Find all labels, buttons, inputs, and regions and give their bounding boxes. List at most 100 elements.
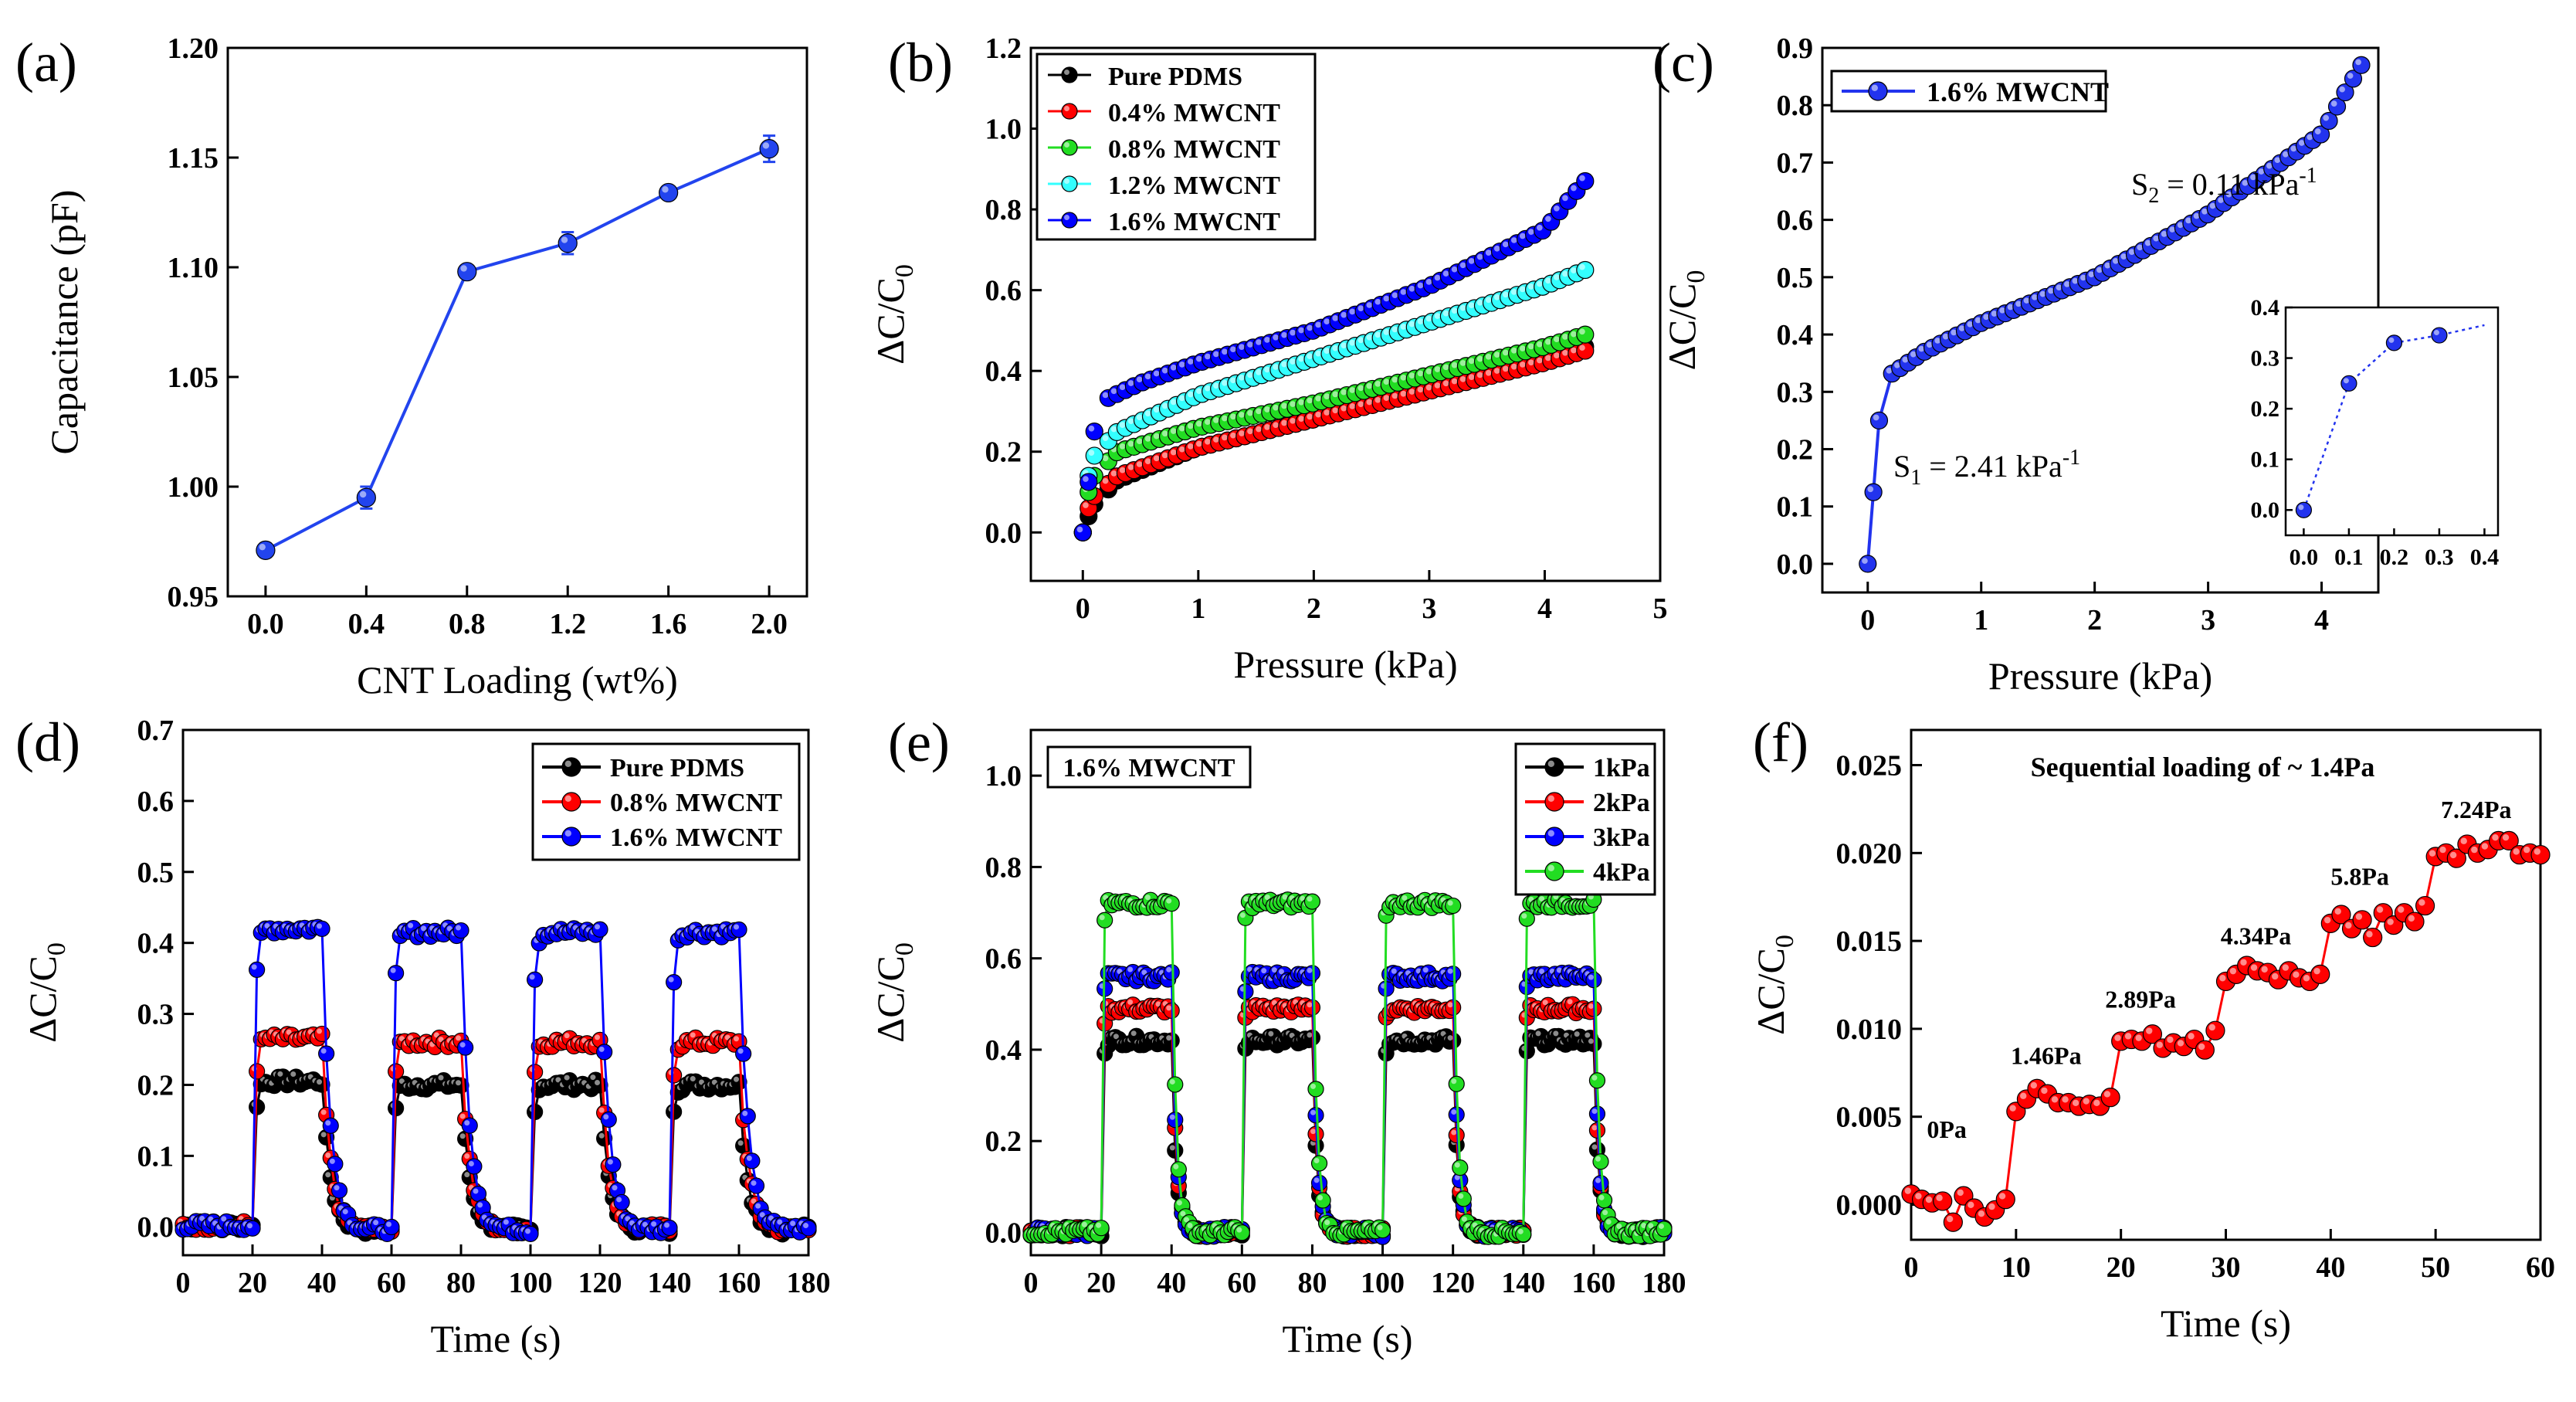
marker-highlight xyxy=(598,1107,605,1113)
data-point xyxy=(461,1117,478,1134)
x-tick-label: 20 xyxy=(1086,1267,1116,1299)
marker-highlight xyxy=(1127,380,1134,386)
data-point xyxy=(330,1182,348,1199)
panel-label: (a) xyxy=(15,32,77,93)
marker-dot xyxy=(1544,827,1564,847)
x-tick-label: 0.8 xyxy=(449,608,486,640)
marker-highlight xyxy=(1862,558,1868,564)
data-point xyxy=(800,1220,817,1237)
panel-label: (f) xyxy=(1753,711,1808,773)
x-tick-label: 1.2 xyxy=(549,608,586,640)
y-axis-title: ΔC/C0 xyxy=(1660,270,1710,371)
marker-highlight xyxy=(1383,395,1390,401)
marker-highlight xyxy=(1408,285,1415,292)
data-point xyxy=(527,971,544,988)
data-point xyxy=(522,1225,539,1242)
data-point xyxy=(1096,911,1113,928)
marker-highlight xyxy=(1519,345,1526,351)
marker-highlight xyxy=(1264,424,1270,430)
marker-highlight xyxy=(790,1220,796,1227)
marker-highlight xyxy=(564,1074,570,1081)
data-point xyxy=(388,965,405,982)
marker-highlight xyxy=(1195,388,1202,395)
marker-highlight xyxy=(2193,212,2200,219)
marker-highlight xyxy=(1502,349,1509,356)
marker-highlight xyxy=(1562,334,1568,340)
marker-highlight xyxy=(1341,405,1347,412)
marker-highlight xyxy=(1544,355,1551,362)
x-tick-label: 180 xyxy=(787,1267,831,1299)
marker-highlight xyxy=(2153,235,2159,242)
marker-highlight xyxy=(259,543,266,551)
series-line xyxy=(264,147,770,552)
marker-highlight xyxy=(1273,422,1279,429)
marker-highlight xyxy=(1562,270,1568,277)
marker-highlight xyxy=(1434,274,1441,281)
marker-highlight xyxy=(1519,362,1526,368)
marker-dot xyxy=(1167,1076,1184,1093)
marker-dot xyxy=(1448,1075,1465,1092)
marker-dot xyxy=(1585,972,1602,989)
marker-highlight xyxy=(1442,310,1449,317)
marker-highlight xyxy=(1967,321,1973,328)
marker-highlight xyxy=(1222,348,1228,355)
marker-highlight xyxy=(1273,334,1279,341)
marker-highlight xyxy=(1213,382,1219,389)
marker-highlight xyxy=(1451,1078,1457,1085)
marker-highlight xyxy=(1579,175,1585,182)
marker-highlight xyxy=(408,922,414,928)
marker-dot xyxy=(461,1117,478,1134)
marker-dot xyxy=(1592,1153,1609,1170)
chart-title: Sequential loading of ~ 1.4Pa xyxy=(2031,752,2375,782)
marker-highlight xyxy=(734,1036,739,1042)
data-point xyxy=(1455,1190,1472,1207)
marker-highlight xyxy=(616,1197,622,1203)
series-line xyxy=(182,1074,809,1238)
inset-x-tick-label: 0.4 xyxy=(2470,545,2500,570)
data-point xyxy=(1303,893,1321,910)
marker-dot xyxy=(1163,895,1180,912)
marker-highlight xyxy=(1127,966,1134,973)
inset-plot: 0.0 0.1 0.2 0.3 0.40.00.10.20.30.4 xyxy=(2251,295,2500,570)
plot-frame xyxy=(1029,46,1662,582)
marker-highlight xyxy=(1904,1187,1911,1194)
marker-highlight xyxy=(1099,915,1105,921)
marker-highlight xyxy=(1230,377,1236,384)
marker-highlight xyxy=(1195,420,1202,427)
marker-highlight xyxy=(1315,411,1322,418)
data-point xyxy=(666,974,683,991)
marker-highlight xyxy=(1119,467,1126,474)
annotation-s: S xyxy=(2131,167,2148,202)
data-point xyxy=(613,1193,630,1211)
marker-highlight xyxy=(1324,348,1330,355)
marker-highlight xyxy=(1459,304,1466,311)
marker-highlight xyxy=(2064,281,2070,287)
data-point xyxy=(1869,411,1889,429)
marker-highlight xyxy=(1081,1221,1087,1227)
marker-highlight xyxy=(1256,408,1262,415)
marker-highlight xyxy=(1136,438,1143,445)
y-axis-title: ΔC/C0 xyxy=(869,264,919,365)
y-tick-label: 0.015 xyxy=(1836,925,1903,958)
marker-highlight xyxy=(1391,326,1398,333)
marker-highlight xyxy=(1144,436,1151,442)
legend: 1.6% MWCNT xyxy=(1830,70,2109,113)
marker-highlight xyxy=(1222,434,1228,441)
marker-highlight xyxy=(1281,419,1287,426)
y-tick-label: 1.2 xyxy=(985,32,1022,65)
marker-dot xyxy=(1859,555,1877,573)
marker-highlight xyxy=(1281,361,1287,368)
marker-highlight xyxy=(1902,356,1909,363)
marker-highlight xyxy=(1459,375,1466,382)
marker-dot xyxy=(1452,1159,1469,1176)
y-axis-title-sub: 0 xyxy=(42,942,71,956)
marker-highlight xyxy=(1918,345,1925,352)
y-tick-label: 1.0 xyxy=(985,114,1022,146)
series-line xyxy=(1910,839,2541,1225)
data-point xyxy=(605,1156,622,1173)
marker-highlight xyxy=(1591,1125,1598,1131)
marker-highlight xyxy=(1178,425,1185,432)
data-point xyxy=(1307,1081,1324,1098)
data-point xyxy=(1592,1175,1609,1192)
